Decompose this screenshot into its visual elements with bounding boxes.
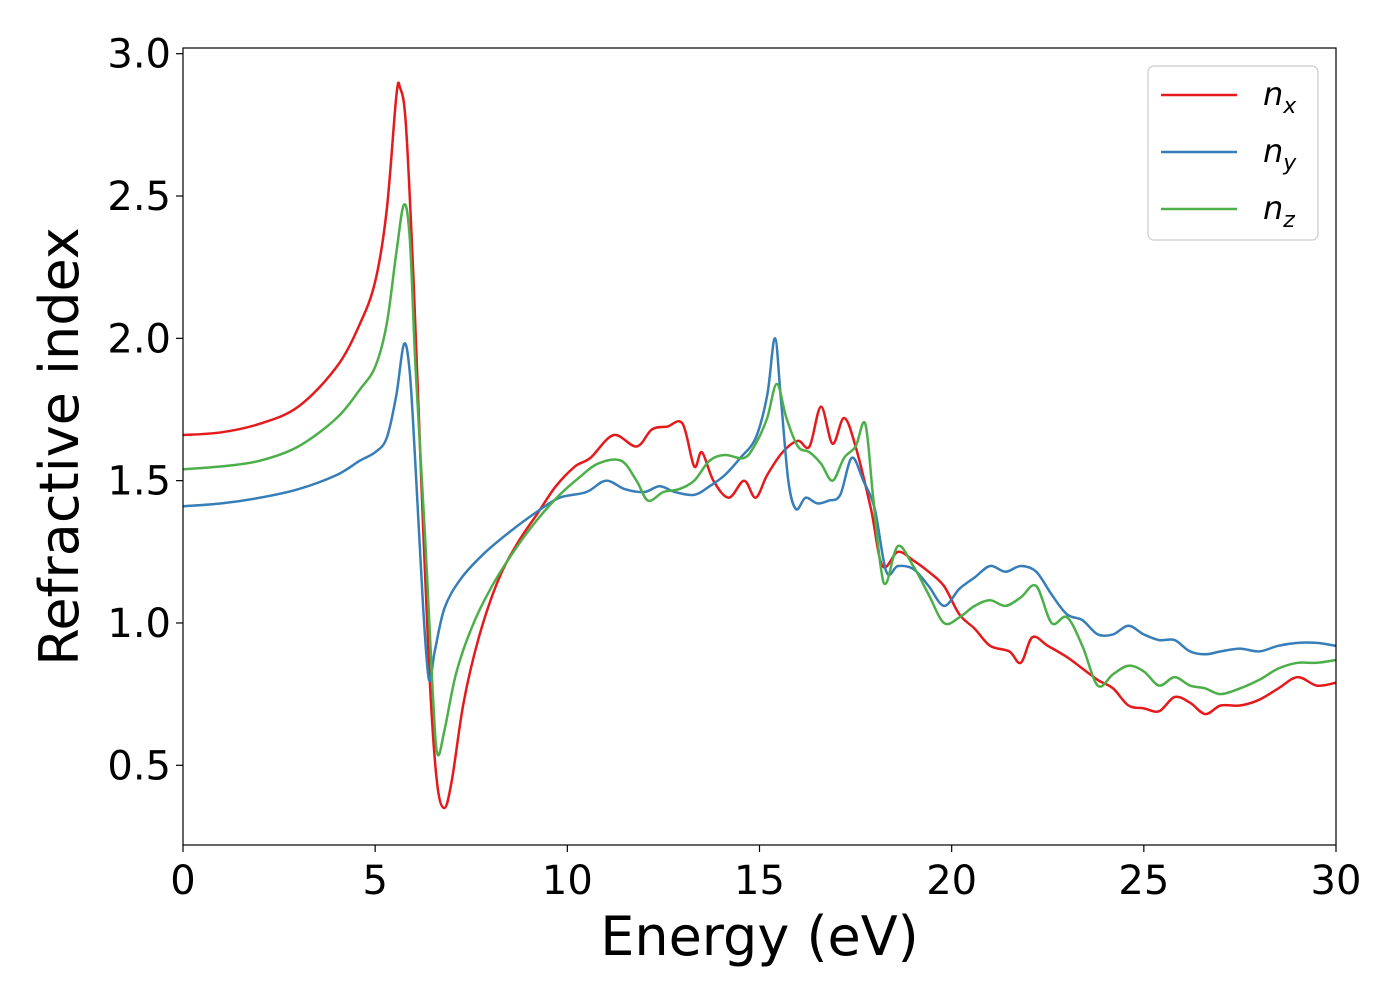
y-tick-label: 1.5 (107, 459, 171, 505)
x-tick-label: 0 (170, 858, 195, 904)
series-line-n_z (182, 203, 1337, 757)
y-tick-label: 1.0 (107, 601, 171, 647)
y-tick-label: 0.5 (107, 743, 171, 789)
x-tick-label: 5 (362, 858, 387, 904)
y-tick-label: 3.0 (107, 32, 171, 78)
x-axis-ticks: 0 5 10 15 20 25 30 (170, 845, 1361, 904)
x-tick-label: 30 (1311, 858, 1362, 904)
y-tick-label: 2.5 (107, 174, 171, 220)
legend: nx ny nz (1147, 65, 1319, 241)
series-line-n_x (182, 81, 1337, 810)
series-line-n_y (182, 337, 1337, 683)
legend-label-n_z: nz (1263, 189, 1295, 233)
y-tick-label: 2.0 (107, 316, 171, 362)
x-tick-label: 10 (542, 858, 593, 904)
legend-label-n_x: nx (1263, 75, 1297, 119)
x-axis-title: Energy (eV) (600, 905, 919, 968)
y-axis-title: Refractive index (28, 227, 91, 666)
series-lines (182, 81, 1337, 810)
y-axis-ticks: 0.5 1.0 1.5 2.0 2.5 3.0 (107, 32, 183, 789)
x-tick-label: 15 (734, 858, 785, 904)
legend-label-n_y: ny (1263, 132, 1297, 176)
x-tick-label: 25 (1118, 858, 1169, 904)
x-tick-label: 20 (926, 858, 977, 904)
